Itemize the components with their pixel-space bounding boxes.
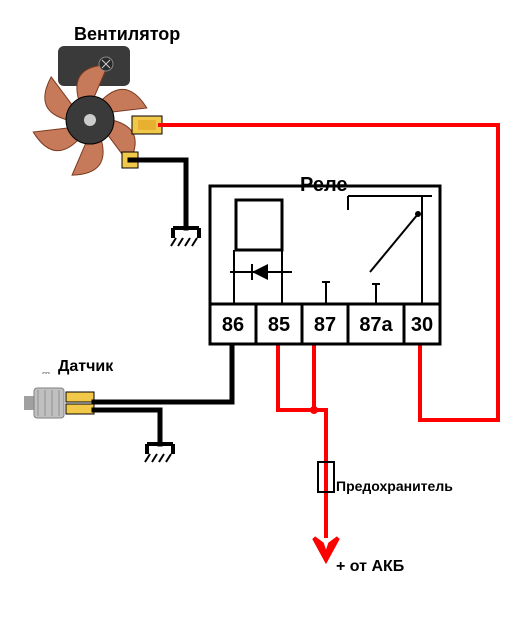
ground-symbol-icon — [171, 228, 199, 246]
wire-akb-seg-1 — [314, 410, 326, 462]
wire-junction-icon — [310, 406, 318, 414]
wiring-diagram: ⎓ 86 85 87 87a 30 — [0, 0, 526, 623]
sensor-connector-icon — [66, 404, 94, 414]
sensor-connector-icon — [66, 392, 94, 402]
wire-85-to-tee — [278, 344, 314, 410]
wire-fan-ground — [130, 160, 186, 228]
fan-cap — [84, 114, 96, 126]
fuse-label: Предохранитель — [336, 478, 453, 494]
fuse-element — [324, 464, 328, 490]
sensor-label: Датчик — [58, 358, 113, 376]
relay-pin-label: 87 — [314, 314, 336, 336]
wire-sensor-to-86 — [94, 344, 232, 402]
relay-label: Реле — [300, 174, 348, 197]
ground-symbol-icon — [145, 444, 173, 462]
relay-pin-label: 87a — [359, 314, 393, 336]
relay-pin-label: 30 — [411, 314, 433, 336]
sensor-symbol-icon: ⎓ — [42, 368, 50, 379]
fan-label: Вентилятор — [74, 24, 180, 45]
relay-pin-label: 86 — [222, 314, 244, 336]
sensor-tip — [24, 396, 34, 410]
wire-sensor-ground — [94, 410, 160, 444]
akb-label: + от АКБ — [336, 558, 404, 576]
relay-pin-label: 85 — [268, 314, 290, 336]
arrow-down-icon — [314, 538, 338, 560]
